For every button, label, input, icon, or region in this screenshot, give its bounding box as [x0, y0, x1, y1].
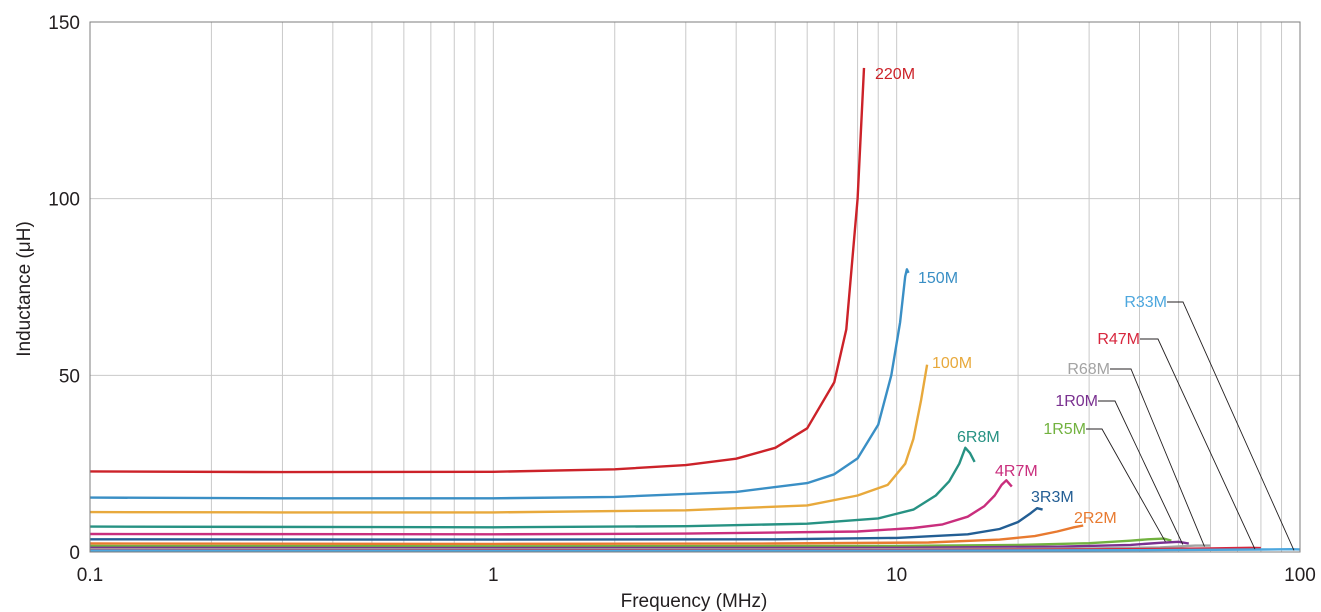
- series-label-2r2m: 2R2M: [1074, 510, 1117, 527]
- series-label-r47m: R47M: [1097, 331, 1140, 348]
- x-tick-label: 0.1: [77, 565, 103, 586]
- series-label-4r7m: 4R7M: [995, 463, 1038, 480]
- y-tick-label: 100: [48, 190, 80, 211]
- series-label-1r0m: 1R0M: [1055, 393, 1098, 410]
- x-tick-label: 10: [886, 565, 907, 586]
- y-tick-label: 0: [69, 543, 80, 564]
- x-tick-label: 1: [488, 565, 499, 586]
- series-label-3r3m: 3R3M: [1031, 489, 1074, 506]
- x-tick-label: 100: [1284, 565, 1316, 586]
- y-tick-label: 50: [59, 366, 80, 387]
- series-label-1r5m: 1R5M: [1043, 421, 1086, 438]
- grid: [90, 22, 1300, 552]
- plot-frame: [89, 21, 1301, 553]
- leader-line-r33m: [1167, 301, 1295, 551]
- leader-line-r68m: [1110, 368, 1205, 547]
- series-line-100m: [89, 364, 929, 514]
- tick-labels: 0.1 1 10 100 0 50 100 150: [48, 13, 1316, 586]
- leader-line-1r0m: [1098, 400, 1184, 545]
- series-line-1r0m: [89, 540, 1189, 550]
- series-label-100m: 100M: [932, 355, 972, 372]
- x-axis-title: Frequency (MHz): [621, 591, 768, 612]
- series-line-2r2m: [89, 524, 1084, 546]
- series-label-150m: 150M: [918, 270, 958, 287]
- leader-line-r47m: [1140, 338, 1256, 550]
- series-line-3r3m: [89, 507, 1043, 541]
- series-line-r33m: [89, 548, 1301, 552]
- label-leaders: [1086, 301, 1295, 551]
- series-label-6r8m: 6R8M: [957, 429, 1000, 446]
- series-label-r68m: R68M: [1067, 361, 1110, 378]
- y-tick-label: 150: [48, 13, 80, 34]
- leader-line-1r5m: [1086, 428, 1166, 542]
- series-line-1r5m: [89, 537, 1172, 548]
- series-label-r33m: R33M: [1124, 294, 1167, 311]
- y-axis-title: Inductance (μH): [14, 221, 35, 357]
- series-line-6r8m: [89, 446, 976, 529]
- series-label-220m: 220M: [875, 66, 915, 83]
- series-line-150m: [89, 268, 910, 500]
- series-line-4r7m: [89, 479, 1013, 536]
- series-line-220m: [89, 67, 866, 474]
- series-lines: [89, 67, 1301, 552]
